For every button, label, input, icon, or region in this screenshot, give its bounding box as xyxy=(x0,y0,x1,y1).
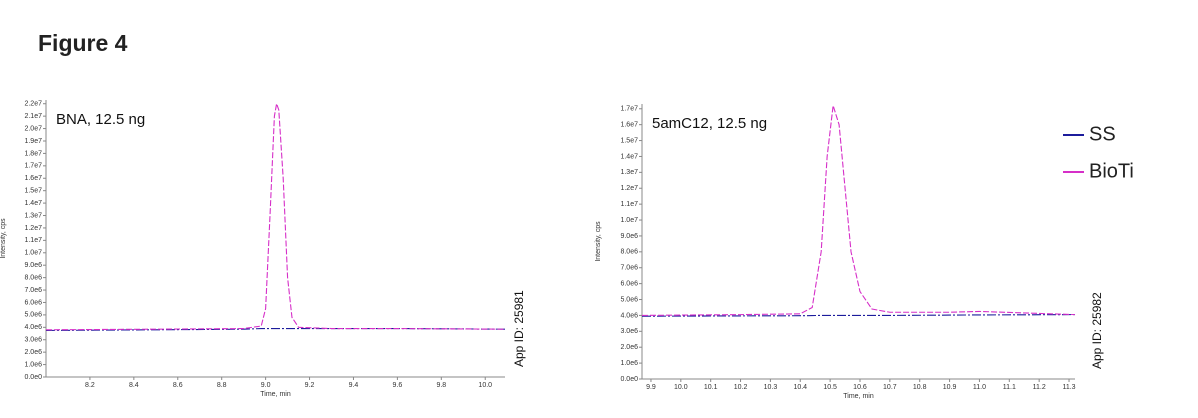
x-tick-label: 10.2 xyxy=(734,384,748,391)
y-axis-label: Intensity, cps xyxy=(0,218,7,259)
x-tick-label: 10.3 xyxy=(764,384,778,391)
y-tick-label: 4.0e6 xyxy=(620,312,638,319)
x-tick-label: 10.7 xyxy=(883,384,897,391)
y-tick-label: 2.0e6 xyxy=(620,344,638,351)
x-tick-label: 10.0 xyxy=(674,384,688,391)
legend-label: SS xyxy=(1089,123,1116,145)
series-line xyxy=(641,105,1076,316)
y-tick-label: 1.6e7 xyxy=(620,122,638,129)
y-tick-label: 5.0e6 xyxy=(620,296,638,303)
y-tick-label: 1.1e7 xyxy=(620,201,638,208)
x-tick-label: 9.8 xyxy=(436,382,446,389)
x-tick-label: 11.2 xyxy=(1033,384,1046,391)
y-tick-label: 1.0e6 xyxy=(620,360,638,367)
y-tick-label: 9.0e6 xyxy=(620,233,638,240)
y-tick-label: 7.0e6 xyxy=(620,265,638,272)
x-tick-label: 10.1 xyxy=(704,384,718,391)
x-tick-label: 11.3 xyxy=(1062,384,1075,391)
y-tick-label: 1.3e7 xyxy=(620,169,638,176)
y-tick-label: 5.0e6 xyxy=(24,312,42,319)
y-tick-label: 7.0e6 xyxy=(24,287,42,294)
y-tick-label: 2.0e6 xyxy=(24,349,42,356)
x-tick-label: 9.0 xyxy=(261,382,271,389)
y-tick-label: 1.9e7 xyxy=(24,138,42,145)
y-tick-label: 1.0e7 xyxy=(24,250,42,257)
y-tick-label: 1.1e7 xyxy=(24,237,42,244)
y-tick-label: 2.0e7 xyxy=(24,125,42,132)
y-tick-label: 1.7e7 xyxy=(24,163,42,170)
x-tick-label: 8.8 xyxy=(217,382,227,389)
y-tick-label: 1.5e7 xyxy=(24,188,42,195)
x-tick-label: 11.1 xyxy=(1003,384,1016,391)
x-tick-label: 10.5 xyxy=(823,384,837,391)
series-line xyxy=(45,328,506,331)
y-tick-label: 1.4e7 xyxy=(620,153,638,160)
x-tick-label: 9.9 xyxy=(646,384,656,391)
y-tick-label: 6.0e6 xyxy=(24,299,42,306)
annotation: BNA, 12.5 ng xyxy=(56,111,145,128)
x-tick-label: 9.2 xyxy=(305,382,315,389)
x-tick-label: 10.8 xyxy=(913,384,927,391)
x-axis-label: Time, min xyxy=(843,393,874,400)
series-line xyxy=(641,314,1076,317)
x-tick-label: 8.2 xyxy=(85,382,95,389)
x-tick-label: 8.6 xyxy=(173,382,183,389)
y-tick-label: 4.0e6 xyxy=(24,324,42,331)
x-axis-label: Time, min xyxy=(260,391,291,398)
figure-title: Figure 4 xyxy=(38,30,128,56)
x-tick-label: 9.6 xyxy=(393,382,403,389)
y-tick-label: 1.4e7 xyxy=(24,200,42,207)
y-tick-label: 1.8e7 xyxy=(24,150,42,157)
x-tick-label: 10.9 xyxy=(943,384,957,391)
app-id: App ID: 25982 xyxy=(1090,292,1104,369)
y-tick-label: 1.7e7 xyxy=(620,106,638,113)
x-tick-label: 8.4 xyxy=(129,382,139,389)
y-tick-label: 8.0e6 xyxy=(620,249,638,256)
series-line xyxy=(45,101,506,331)
y-tick-label: 3.0e6 xyxy=(24,337,42,344)
x-tick-label: 10.6 xyxy=(853,384,867,391)
y-axis-label: Intensity, cps xyxy=(595,221,602,262)
app-id: App ID: 25981 xyxy=(512,290,526,367)
y-tick-label: 1.2e7 xyxy=(620,185,638,192)
x-tick-label: 10.0 xyxy=(478,382,492,389)
y-tick-label: 1.6e7 xyxy=(24,175,42,182)
y-tick-label: 9.0e6 xyxy=(24,262,42,269)
y-tick-label: 1.2e7 xyxy=(24,225,42,232)
y-tick-label: 1.5e7 xyxy=(620,137,638,144)
y-tick-label: 2.1e7 xyxy=(24,113,42,120)
y-tick-label: 3.0e6 xyxy=(620,328,638,335)
y-tick-label: 0.0e0 xyxy=(620,376,638,383)
x-tick-label: 10.4 xyxy=(793,384,807,391)
x-tick-label: 11.0 xyxy=(973,384,986,391)
y-tick-label: 1.3e7 xyxy=(24,212,42,219)
y-tick-label: 1.0e6 xyxy=(24,361,42,368)
y-tick-label: 0.0e0 xyxy=(24,374,42,381)
y-tick-label: 1.0e7 xyxy=(620,217,638,224)
x-tick-label: 9.4 xyxy=(349,382,359,389)
annotation: 5amC12, 12.5 ng xyxy=(652,115,767,132)
legend-label: BioTi xyxy=(1089,160,1134,182)
y-tick-label: 8.0e6 xyxy=(24,274,42,281)
y-tick-label: 6.0e6 xyxy=(620,280,638,287)
y-tick-label: 2.2e7 xyxy=(24,101,42,108)
